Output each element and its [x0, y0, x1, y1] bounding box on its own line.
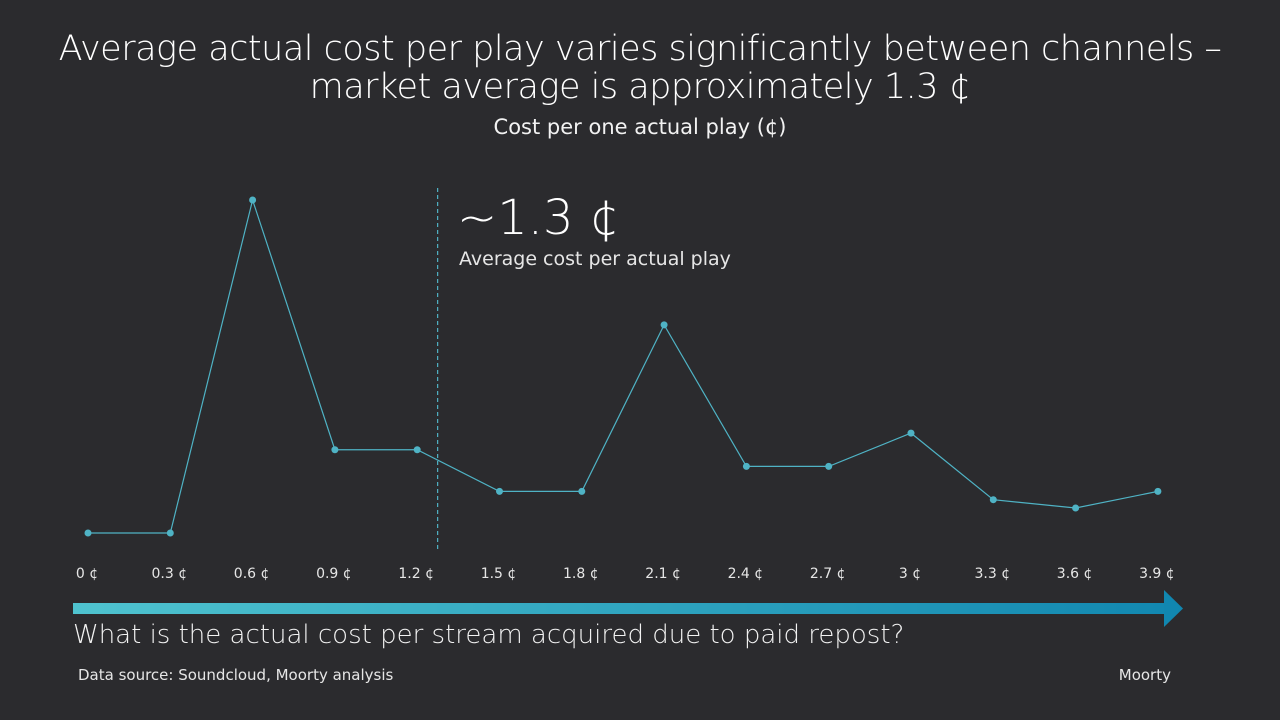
x-tick-label: 0.3 ¢	[151, 566, 187, 582]
x-tick-label: 1.8 ¢	[563, 566, 599, 582]
x-tick-label: 3.9 ¢	[1139, 566, 1175, 582]
x-tick-label: 3.6 ¢	[1057, 566, 1093, 582]
data-point	[825, 462, 833, 470]
average-cost-value: ~1.3 ¢	[457, 190, 620, 246]
data-point	[742, 462, 750, 470]
x-tick-label: 0 ¢	[76, 566, 98, 582]
data-point	[660, 321, 668, 329]
x-axis-arrow	[73, 590, 1183, 627]
brand-name: Moorty	[1118, 666, 1171, 684]
title-line-2: market average is approximately 1.3 ¢	[309, 67, 971, 107]
series-area	[88, 200, 1158, 550]
x-tick-label: 0.6 ¢	[234, 566, 270, 582]
data-point	[1072, 504, 1080, 512]
x-tick-label: 1.2 ¢	[398, 566, 434, 582]
data-point	[249, 196, 257, 204]
data-point	[496, 487, 503, 495]
series-line	[88, 197, 1159, 534]
data-point	[413, 446, 421, 454]
data-point	[907, 429, 915, 437]
x-tick-label: 2.4 ¢	[728, 566, 764, 582]
x-tick-label: 1.5 ¢	[481, 566, 517, 582]
data-point	[84, 529, 92, 537]
data-point	[166, 529, 174, 537]
x-axis-question: What is the actual cost per stream acqui…	[73, 620, 905, 650]
title-line-1: Average actual cost per play varies sign…	[58, 29, 1222, 69]
data-point	[578, 487, 586, 495]
x-tick-label: 2.1 ¢	[645, 566, 681, 582]
x-tick-label: 0.9 ¢	[316, 566, 352, 582]
x-tick-label: 3.3 ¢	[974, 566, 1010, 582]
data-point	[331, 446, 339, 454]
chart-subtitle: Cost per one actual play (¢)	[493, 115, 787, 139]
slide-title: Average actual cost per play varies sign…	[40, 30, 1240, 106]
average-cost-label: Average cost per actual play	[459, 248, 731, 270]
data-source: Data source: Soundcloud, Moorty analysis	[78, 666, 394, 684]
data-point	[989, 496, 997, 504]
x-tick-label: 3 ¢	[899, 566, 921, 582]
x-tick-label: 2.7 ¢	[810, 566, 846, 582]
data-point	[1154, 487, 1162, 495]
